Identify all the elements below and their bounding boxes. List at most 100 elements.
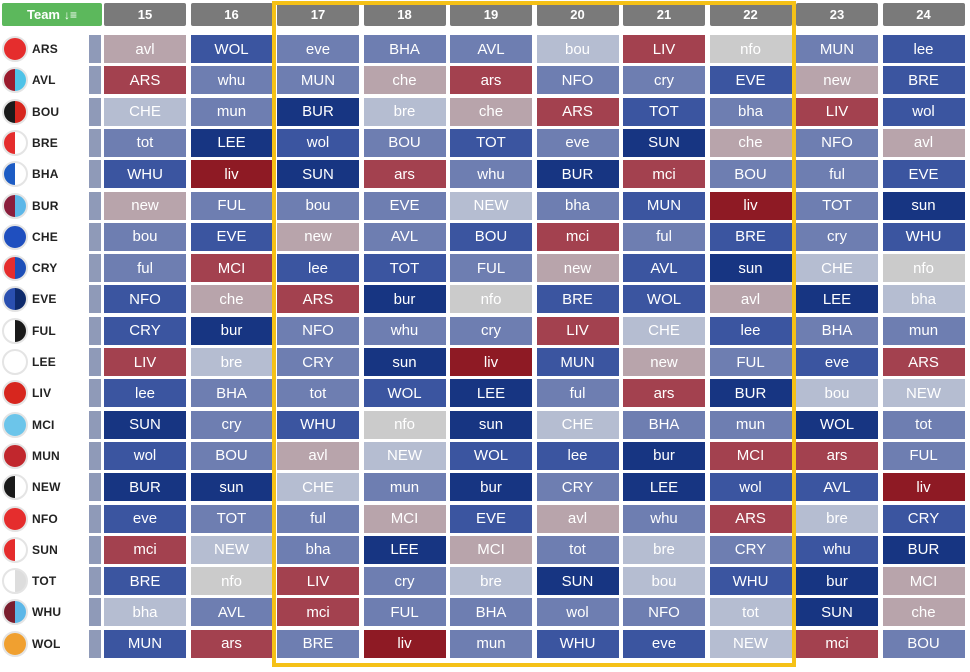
fixture-cell[interactable]: new bbox=[104, 191, 186, 220]
fixture-cell[interactable]: WOL bbox=[623, 285, 705, 314]
fixture-cell[interactable]: AVL bbox=[796, 473, 878, 502]
team-row-label[interactable]: BOU bbox=[2, 98, 59, 126]
fixture-cell[interactable]: CRY bbox=[104, 316, 186, 345]
fixture-cell[interactable]: TOT bbox=[363, 254, 446, 283]
fixture-cell[interactable]: mci bbox=[536, 222, 619, 251]
fixture-cell[interactable]: MCI bbox=[190, 254, 273, 283]
fixture-cell[interactable]: nfo bbox=[363, 410, 446, 439]
fixture-cell[interactable]: NFO bbox=[623, 598, 705, 627]
fixture-cell[interactable]: BHA bbox=[363, 35, 446, 63]
fixture-cell[interactable]: FUL bbox=[450, 254, 532, 283]
fixture-cell[interactable]: bou bbox=[104, 222, 186, 251]
fixture-cell[interactable]: LEE bbox=[623, 473, 705, 502]
fixture-cell[interactable]: WHU bbox=[882, 222, 965, 251]
fixture-cell[interactable]: SUN bbox=[277, 160, 359, 189]
fixture-cell[interactable]: bur bbox=[363, 285, 446, 314]
fixture-cell[interactable]: BHA bbox=[623, 410, 705, 439]
fixture-cell[interactable]: SUN bbox=[796, 598, 878, 627]
gameweek-header-16[interactable]: 16 bbox=[190, 3, 273, 26]
fixture-cell[interactable]: CRY bbox=[882, 504, 965, 533]
fixture-cell[interactable]: bha bbox=[277, 535, 359, 564]
fixture-cell[interactable]: ARS bbox=[709, 504, 792, 533]
team-column-header[interactable]: Team ↓≡ bbox=[2, 3, 102, 26]
fixture-cell[interactable]: tot bbox=[104, 128, 186, 157]
fixture-cell[interactable]: mun bbox=[190, 97, 273, 126]
team-row-label[interactable]: MCI bbox=[2, 411, 55, 439]
fixture-cell[interactable]: CHE bbox=[277, 473, 359, 502]
fixture-cell[interactable]: mun bbox=[709, 410, 792, 439]
fixture-cell[interactable]: BRE bbox=[277, 629, 359, 658]
fixture-cell[interactable]: SUN bbox=[623, 128, 705, 157]
fixture-cell[interactable]: eve bbox=[536, 128, 619, 157]
fixture-cell[interactable]: whu bbox=[363, 316, 446, 345]
fixture-cell[interactable]: MCI bbox=[882, 567, 965, 596]
fixture-cell[interactable]: mun bbox=[450, 629, 532, 658]
fixture-cell[interactable]: ars bbox=[363, 160, 446, 189]
fixture-cell[interactable]: ARS bbox=[277, 285, 359, 314]
fixture-cell[interactable]: BHA bbox=[796, 316, 878, 345]
fixture-cell[interactable]: NEW bbox=[882, 379, 965, 408]
fixture-cell[interactable]: MCI bbox=[450, 535, 532, 564]
fixture-cell[interactable]: eve bbox=[623, 629, 705, 658]
fixture-cell[interactable]: tot bbox=[277, 379, 359, 408]
team-row-label[interactable]: FUL bbox=[2, 317, 56, 345]
team-row-label[interactable]: WOL bbox=[2, 630, 61, 658]
fixture-cell[interactable]: ARS bbox=[536, 97, 619, 126]
sort-descending-icon[interactable]: ↓≡ bbox=[63, 7, 77, 22]
fixture-cell[interactable]: EVE bbox=[709, 66, 792, 95]
fixture-cell[interactable]: tot bbox=[536, 535, 619, 564]
team-row-label[interactable]: TOT bbox=[2, 567, 56, 595]
fixture-cell[interactable]: che bbox=[190, 285, 273, 314]
fixture-cell[interactable]: mun bbox=[363, 473, 446, 502]
team-row-label[interactable]: ARS bbox=[2, 35, 58, 63]
team-row-label[interactable]: SUN bbox=[2, 536, 58, 564]
fixture-cell[interactable]: new bbox=[536, 254, 619, 283]
fixture-cell[interactable]: avl bbox=[882, 128, 965, 157]
gameweek-header-19[interactable]: 19 bbox=[450, 3, 532, 26]
fixture-cell[interactable]: CRY bbox=[536, 473, 619, 502]
fixture-cell[interactable]: AVL bbox=[623, 254, 705, 283]
fixture-cell[interactable]: bha bbox=[882, 285, 965, 314]
gameweek-header-18[interactable]: 18 bbox=[363, 3, 446, 26]
fixture-cell[interactable]: CHE bbox=[623, 316, 705, 345]
fixture-cell[interactable]: cry bbox=[450, 316, 532, 345]
fixture-cell[interactable]: sun bbox=[882, 191, 965, 220]
team-row-label[interactable]: NEW bbox=[2, 473, 61, 501]
fixture-cell[interactable]: tot bbox=[709, 598, 792, 627]
fixture-cell[interactable]: ARS bbox=[882, 348, 965, 376]
gameweek-header-20[interactable]: 20 bbox=[536, 3, 619, 26]
fixture-cell[interactable]: liv bbox=[709, 191, 792, 220]
fixture-cell[interactable]: NFO bbox=[536, 66, 619, 95]
fixture-cell[interactable]: BUR bbox=[536, 160, 619, 189]
fixture-cell[interactable]: bou bbox=[277, 191, 359, 220]
fixture-cell[interactable]: liv bbox=[190, 160, 273, 189]
fixture-cell[interactable]: CHE bbox=[104, 97, 186, 126]
fixture-cell[interactable]: TOT bbox=[623, 97, 705, 126]
fixture-cell[interactable]: ful bbox=[623, 222, 705, 251]
gameweek-header-24[interactable]: 24 bbox=[882, 3, 965, 26]
fixture-cell[interactable]: liv bbox=[363, 629, 446, 658]
fixture-cell[interactable]: liv bbox=[882, 473, 965, 502]
fixture-cell[interactable]: bur bbox=[190, 316, 273, 345]
fixture-cell[interactable]: liv bbox=[450, 348, 532, 376]
fixture-cell[interactable]: BUR bbox=[104, 473, 186, 502]
fixture-cell[interactable]: BRE bbox=[709, 222, 792, 251]
team-row-label[interactable]: BRE bbox=[2, 129, 58, 157]
fixture-cell[interactable]: ful bbox=[277, 504, 359, 533]
fixture-cell[interactable]: TOT bbox=[450, 128, 532, 157]
fixture-cell[interactable]: bur bbox=[450, 473, 532, 502]
team-row-label[interactable]: BHA bbox=[2, 160, 59, 188]
fixture-cell[interactable]: bha bbox=[104, 598, 186, 627]
fixture-cell[interactable]: bre bbox=[190, 348, 273, 376]
team-row-label[interactable]: WHU bbox=[2, 598, 61, 626]
fixture-cell[interactable]: BUR bbox=[277, 97, 359, 126]
fixture-cell[interactable]: LEE bbox=[796, 285, 878, 314]
fixture-cell[interactable]: EVE bbox=[450, 504, 532, 533]
fixture-cell[interactable]: new bbox=[277, 222, 359, 251]
fixture-cell[interactable]: wol bbox=[536, 598, 619, 627]
fixture-cell[interactable]: MCI bbox=[709, 441, 792, 470]
fixture-cell[interactable]: WHU bbox=[709, 567, 792, 596]
fixture-cell[interactable]: eve bbox=[277, 35, 359, 63]
team-row-label[interactable]: CRY bbox=[2, 254, 58, 282]
fixture-cell[interactable]: MUN bbox=[104, 629, 186, 658]
